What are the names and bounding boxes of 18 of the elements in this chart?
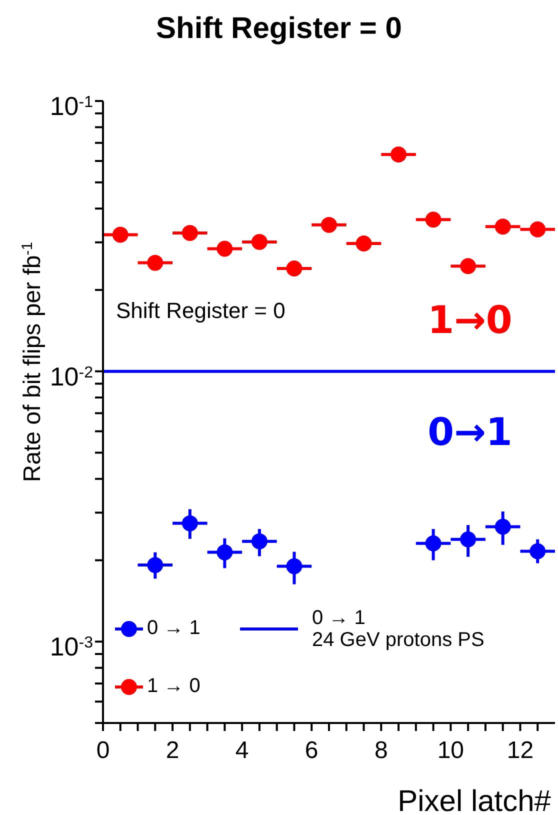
x-tick-label: 4 — [235, 737, 249, 764]
y-tick-label: 10$^{-3}$ — [50, 632, 94, 662]
x-tick-label: 12 — [506, 737, 534, 764]
annotation: 1→0 — [428, 298, 512, 342]
annotation: 0→1 — [428, 410, 512, 454]
annotation: Shift Register = 0 — [116, 298, 286, 323]
chart-title: Shift Register = 0 — [156, 12, 402, 45]
legend-label: 1 → 0 — [147, 675, 200, 697]
legend-label: 0 → 1 24 GeV protons PS — [312, 607, 484, 651]
x-tick-label: 8 — [374, 737, 388, 764]
y-tick-label: 10$^{-2}$ — [50, 361, 94, 392]
legend-label: 0 → 1 — [147, 617, 200, 639]
y-tick-label: 10$^{-1}$ — [50, 91, 94, 121]
x-tick-label: 6 — [304, 737, 318, 764]
x-tick-label: 10 — [437, 737, 464, 764]
x-tick-label: 2 — [166, 737, 180, 764]
x-axis-title: Pixel latch# — [398, 785, 552, 815]
x-tick-label: 0 — [96, 737, 110, 764]
